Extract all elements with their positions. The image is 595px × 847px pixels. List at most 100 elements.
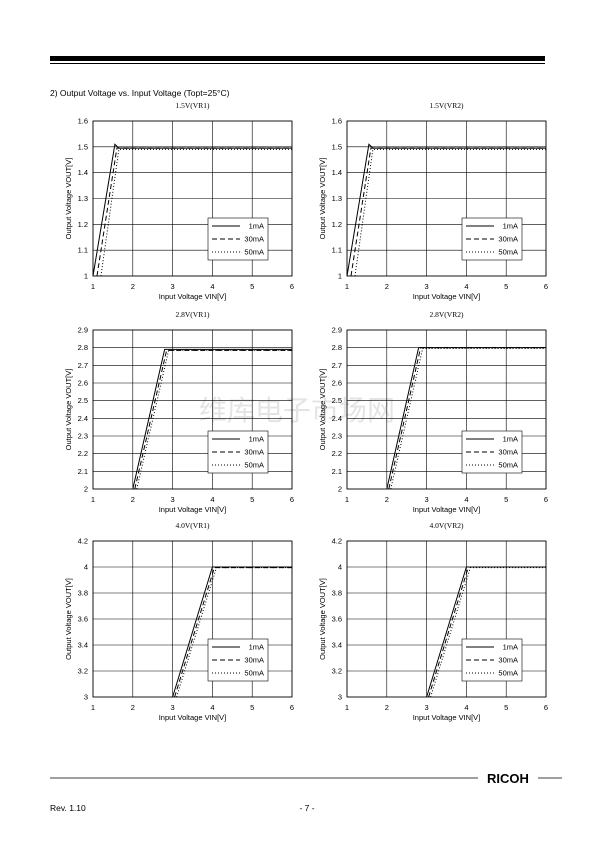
x-tick-label: 1 <box>345 495 349 504</box>
x-tick-label: 5 <box>504 495 508 504</box>
y-tick-label: 1.1 <box>332 246 342 255</box>
y-tick-label: 2.3 <box>78 432 88 441</box>
y-tick-label: 1.2 <box>332 220 342 229</box>
y-tick-label: 1.2 <box>78 220 88 229</box>
y-tick-label: 1.5 <box>332 142 342 151</box>
y-tick-label: 1.4 <box>78 168 88 177</box>
x-tick-label: 1 <box>91 282 95 291</box>
series-line <box>428 566 546 698</box>
chart-title: 4.0V(VR1) <box>176 521 210 530</box>
x-tick-label: 3 <box>425 703 429 712</box>
page-number: - 7 - <box>299 803 314 813</box>
section-title: 2) Output Voltage vs. Input Voltage (Top… <box>50 88 230 98</box>
x-tick-label: 3 <box>425 495 429 504</box>
legend-label: 1mA <box>503 222 518 231</box>
y-tick-label: 3.6 <box>78 615 88 624</box>
x-tick-label: 1 <box>345 282 349 291</box>
chart: 2.8V(VR2)22.12.22.32.42.52.62.72.82.91 2 3… <box>318 310 548 514</box>
x-tick-label: 1 <box>91 703 95 712</box>
x-axis-label: Input Voltage VIN[V] <box>159 292 227 301</box>
x-axis-label: Input Voltage VIN[V] <box>413 292 481 301</box>
y-tick-label: 2.8 <box>78 343 88 352</box>
legend-label: 1mA <box>249 222 264 231</box>
legend-label: 1mA <box>503 643 518 652</box>
x-tick-label: 5 <box>250 495 254 504</box>
y-tick-label: 2.5 <box>332 396 342 405</box>
y-axis-label: Output Voltage VOUT[V] <box>64 578 73 660</box>
chart: 1.5V(VR2) 1 1.1 1.2 1.3 1.4 1.5 1.6 1 2 3 4 5 6 Input … <box>318 101 548 301</box>
x-tick-label: 1 <box>345 703 349 712</box>
chart: 2.8V(VR1)22.12.22.32.42.52.62.72.82.91 2 3… <box>64 310 294 514</box>
y-tick-label: 3.8 <box>78 589 88 598</box>
y-tick-label: 4.2 <box>332 537 342 546</box>
x-axis-label: Input Voltage VIN[V] <box>413 505 481 514</box>
x-tick-label: 5 <box>504 703 508 712</box>
y-tick-label: 3.8 <box>332 589 342 598</box>
y-tick-label: 2.4 <box>78 414 88 423</box>
plot-frame <box>346 329 547 490</box>
series-line <box>390 348 546 490</box>
x-tick-label: 4 <box>210 282 214 291</box>
y-tick-label: 2.1 <box>332 467 342 476</box>
x-tick-label: 2 <box>385 282 389 291</box>
legend-label: 30mA <box>244 235 264 244</box>
logo: RICOH <box>487 771 529 786</box>
y-tick-label: 1.3 <box>78 194 88 203</box>
chart-title: 4.0V(VR2) <box>430 521 464 530</box>
series-line <box>134 349 292 490</box>
legend-label: 50mA <box>498 461 518 470</box>
y-tick-label: 2.7 <box>78 361 88 370</box>
x-tick-label: 4 <box>464 703 468 712</box>
plot-frame <box>92 329 293 490</box>
legend-label: 1mA <box>503 435 518 444</box>
chart-title: 1.5V(VR2) <box>430 101 464 110</box>
series-line <box>172 566 292 698</box>
x-axis-label: Input Voltage VIN[V] <box>159 713 227 722</box>
y-tick-label: 4 <box>338 563 342 572</box>
y-tick-label: 2.2 <box>332 449 342 458</box>
x-tick-label: 6 <box>544 495 548 504</box>
x-tick-label: 2 <box>131 495 135 504</box>
x-axis-label: Input Voltage VIN[V] <box>413 713 481 722</box>
legend-label: 50mA <box>244 669 264 678</box>
plot-frame <box>92 120 293 277</box>
revision: Rev. 1.10 <box>50 803 86 813</box>
legend-label: 30mA <box>498 656 518 665</box>
series-line <box>96 147 292 277</box>
y-tick-label: 2.3 <box>332 432 342 441</box>
legend-label: 1mA <box>249 435 264 444</box>
y-tick-label: 2.1 <box>78 467 88 476</box>
x-tick-label: 4 <box>210 495 214 504</box>
y-tick-label: 3.2 <box>332 667 342 676</box>
y-tick-label: 4 <box>84 563 88 572</box>
y-tick-label: 1.4 <box>332 168 342 177</box>
x-tick-label: 5 <box>250 703 254 712</box>
x-tick-label: 2 <box>385 703 389 712</box>
y-tick-label: 3.4 <box>332 641 342 650</box>
legend-label: 50mA <box>244 461 264 470</box>
y-tick-label: 3 <box>338 693 342 702</box>
y-tick-label: 3.2 <box>78 667 88 676</box>
y-tick-label: 1.6 <box>332 117 342 126</box>
y-tick-label: 2.7 <box>332 361 342 370</box>
y-axis-label: Output Voltage VOUT[V] <box>318 578 327 660</box>
x-tick-label: 6 <box>544 703 548 712</box>
header-rule <box>50 56 545 61</box>
legend-label: 1mA <box>249 643 264 652</box>
chart: 4.0V(VR1) 3 3.2 3.4 3.6 3.8 4 4.2 1 2 3 4 5 6 Input Vo… <box>64 521 294 722</box>
x-tick-label: 3 <box>171 495 175 504</box>
x-tick-label: 3 <box>425 282 429 291</box>
x-tick-label: 3 <box>171 703 175 712</box>
series-line <box>100 148 292 277</box>
y-tick-label: 1.1 <box>78 246 88 255</box>
series-line <box>430 567 546 698</box>
x-tick-label: 5 <box>504 282 508 291</box>
chart: 1.5V(VR1) 1 1.1 1.2 1.3 1.4 1.5 1.6 1 2 3 4 5 6 Input … <box>64 101 294 301</box>
x-tick-label: 3 <box>171 282 175 291</box>
legend-label: 30mA <box>498 448 518 457</box>
x-axis-label: Input Voltage VIN[V] <box>159 505 227 514</box>
x-tick-label: 5 <box>250 282 254 291</box>
chart-title: 2.8V(VR1) <box>176 310 210 319</box>
y-axis-label: Output Voltage VOUT[V] <box>64 369 73 451</box>
